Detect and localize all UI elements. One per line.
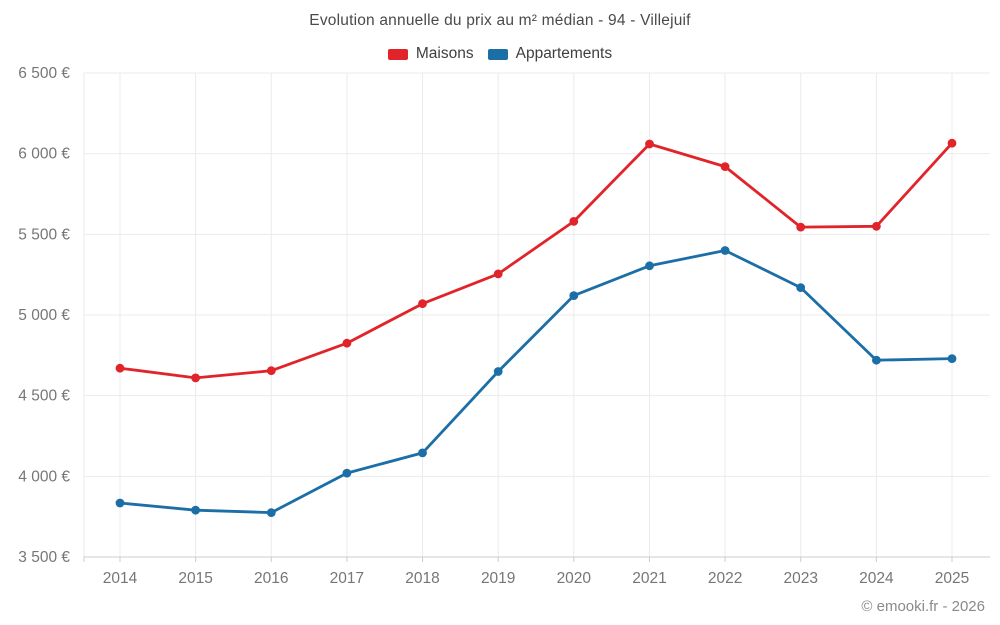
- legend-item-appartements[interactable]: Appartements: [487, 45, 613, 63]
- x-tick-label: 2025: [935, 570, 969, 587]
- legend-label-appartements: Appartements: [515, 45, 613, 62]
- x-tick-label: 2019: [481, 570, 515, 587]
- footer-credit: © emooki.fr - 2026: [861, 598, 985, 615]
- data-point-maisons-2015[interactable]: [191, 373, 201, 383]
- data-point-maisons-2019[interactable]: [493, 269, 503, 279]
- x-tick-label: 2024: [859, 570, 894, 587]
- y-tick-label: 6 500 €: [18, 65, 70, 82]
- legend-swatch-maisons-icon: [387, 49, 408, 60]
- x-tick-label: 2020: [557, 570, 592, 587]
- x-tick-label: 2018: [405, 570, 439, 587]
- data-point-maisons-2022[interactable]: [720, 162, 730, 172]
- data-point-appartements-2018[interactable]: [418, 448, 427, 458]
- data-point-maisons-2023[interactable]: [796, 222, 806, 232]
- data-point-maisons-2016[interactable]: [266, 366, 276, 376]
- y-tick-label: 5 000 €: [18, 307, 70, 324]
- data-point-appartements-2021[interactable]: [645, 261, 654, 271]
- data-point-appartements-2025[interactable]: [947, 354, 957, 363]
- y-tick-label: 5 500 €: [18, 226, 70, 243]
- data-point-maisons-2017[interactable]: [342, 338, 352, 348]
- legend-item-maisons[interactable]: Maisons: [387, 45, 474, 63]
- chart-title: Evolution annuelle du prix au m² médian …: [309, 12, 691, 29]
- data-point-maisons-2014[interactable]: [115, 363, 125, 373]
- x-tick-label: 2015: [178, 570, 212, 587]
- data-point-appartements-2023[interactable]: [796, 283, 806, 292]
- x-tick-label: 2023: [783, 570, 817, 587]
- data-point-maisons-2024[interactable]: [872, 221, 881, 231]
- x-tick-label: 2021: [632, 570, 666, 587]
- y-tick-label: 4 000 €: [18, 468, 70, 485]
- data-point-appartements-2019[interactable]: [493, 367, 503, 376]
- data-point-maisons-2018[interactable]: [418, 299, 427, 309]
- data-point-maisons-2021[interactable]: [645, 139, 654, 149]
- data-point-appartements-2016[interactable]: [266, 508, 276, 517]
- data-point-appartements-2017[interactable]: [342, 468, 352, 478]
- series-line-appartements: [118, 249, 954, 514]
- legend-label-maisons: Maisons: [415, 45, 474, 62]
- series-line-maisons: [118, 141, 954, 380]
- legend: Maisons Appartements: [0, 45, 1000, 63]
- x-tick-label: 2014: [103, 570, 138, 587]
- legend-swatch-appartements-icon: [487, 49, 508, 60]
- x-tick-label: 2016: [254, 570, 288, 587]
- data-point-appartements-2020[interactable]: [569, 291, 579, 300]
- y-tick-label: 6 000 €: [18, 146, 70, 163]
- x-tick-label: 2022: [708, 570, 742, 587]
- y-tick-label: 3 500 €: [18, 549, 70, 566]
- x-tick-label: 2017: [330, 570, 364, 587]
- data-point-appartements-2014[interactable]: [115, 498, 125, 508]
- data-point-maisons-2025[interactable]: [947, 138, 957, 148]
- y-tick-label: 4 500 €: [18, 388, 70, 405]
- data-point-appartements-2024[interactable]: [872, 355, 881, 365]
- data-point-appartements-2022[interactable]: [720, 246, 730, 255]
- data-point-maisons-2020[interactable]: [569, 217, 579, 226]
- data-point-appartements-2015[interactable]: [191, 505, 201, 515]
